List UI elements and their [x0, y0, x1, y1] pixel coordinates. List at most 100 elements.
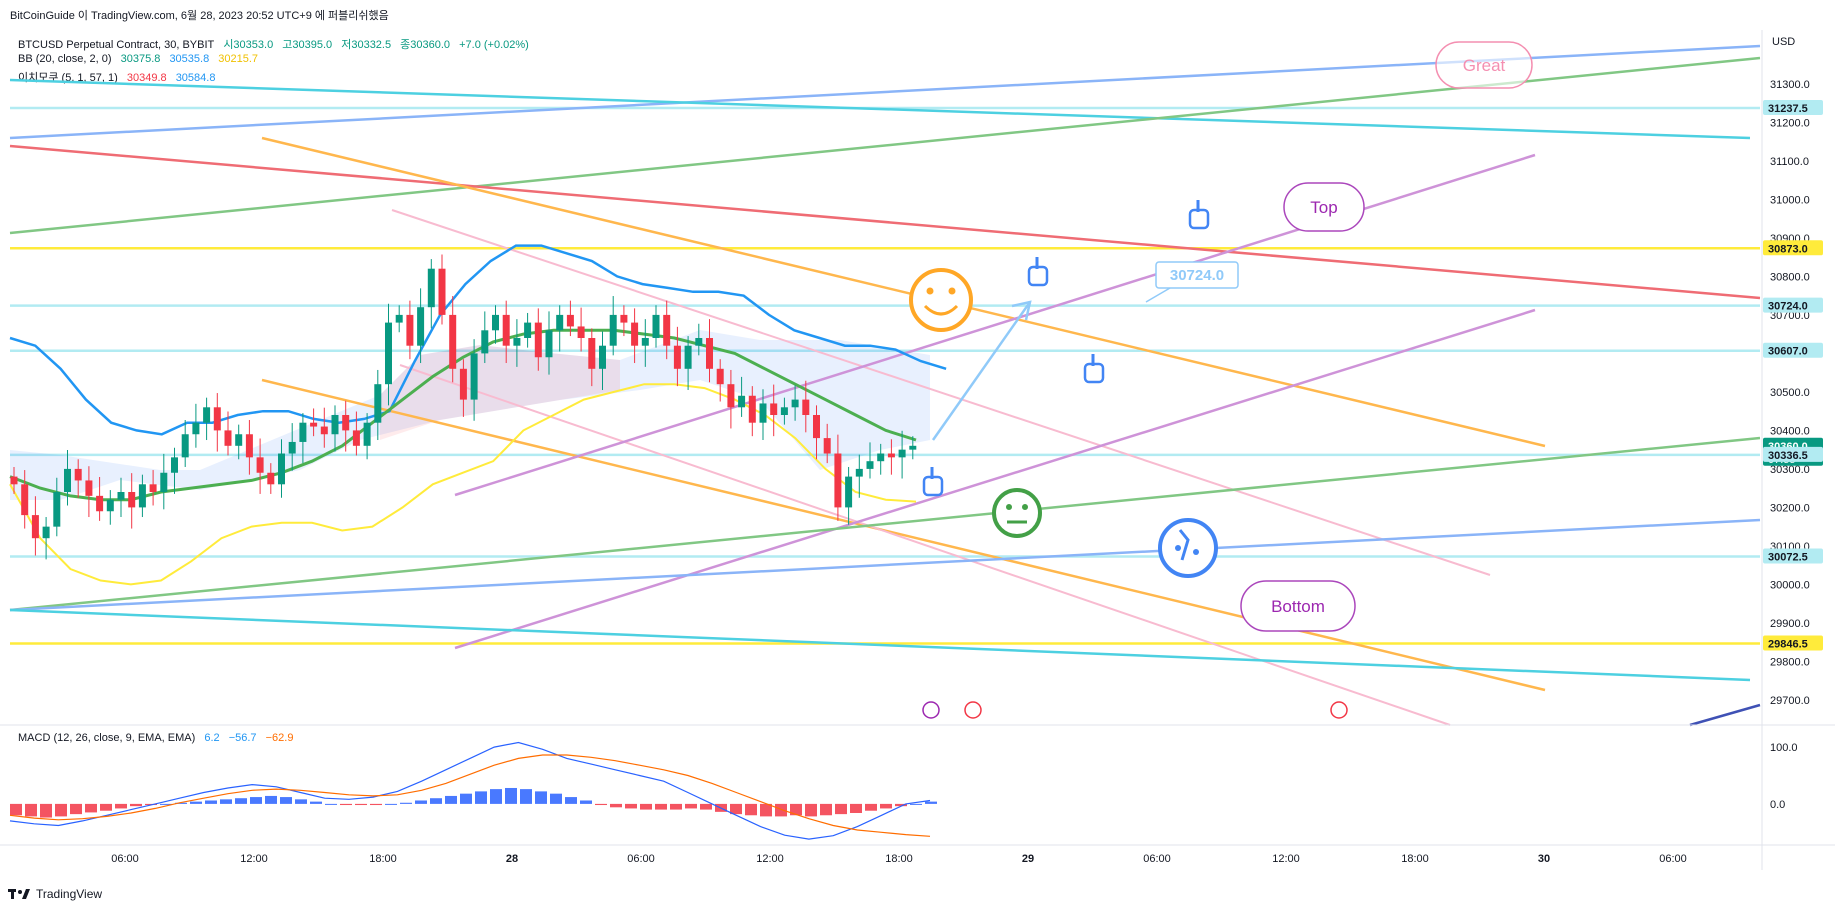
trend-line-teal-lower [9, 608, 1751, 682]
footer-brand: TradingView [36, 887, 103, 901]
candle-body [887, 453, 895, 458]
macd-histogram-bar [745, 803, 757, 816]
candle-body [566, 314, 574, 327]
candle-body [53, 492, 61, 527]
macd-y-tick-label: 0.0 [1770, 799, 1785, 811]
neutral-face-icon [992, 488, 1042, 538]
candle-body [331, 415, 339, 435]
price-label-box [1763, 635, 1823, 651]
macd-histogram-bar [220, 799, 232, 804]
ichimoku-value-a: 30349.8 [126, 72, 167, 84]
macd-histogram-bar [355, 803, 367, 806]
candle-body [748, 395, 756, 423]
y-tick-label: 29700.0 [1770, 695, 1810, 707]
price-note-text: 30724.0 [1170, 267, 1224, 284]
candle-body [374, 384, 382, 423]
macd-name[interactable]: MACD (12, 26, close, 9, EMA, EMA) [18, 732, 196, 744]
macd-value: 6.2 [204, 732, 220, 744]
price-label: 31237.5 [1768, 103, 1808, 115]
trend-line-purple-upper [454, 153, 1536, 497]
macd-histogram-bar [760, 803, 772, 817]
macd-histogram-bar [70, 803, 82, 815]
tradingview-logo[interactable]: TradingView [8, 887, 102, 901]
y-tick-label: 30500.0 [1770, 387, 1810, 399]
candle-body [738, 395, 746, 408]
us-flag-event-icon [964, 701, 982, 719]
candle-body [577, 326, 585, 338]
macd-histogram-bar [835, 803, 847, 815]
price-label: 29846.5 [1768, 638, 1808, 650]
candle-body [866, 461, 874, 469]
x-tick-label: 28 [506, 853, 518, 865]
publish-caption: BitCoinGuide 이 TradingView.com, 6월 28, 2… [10, 10, 389, 22]
bb-lower-value: 30215.7 [218, 53, 259, 65]
pointer-hand-icon [1027, 265, 1049, 287]
macd-histogram-bar [10, 803, 22, 816]
x-tick-label: 12:00 [240, 853, 268, 865]
candle-body [599, 345, 606, 369]
candle-body [791, 399, 799, 408]
macd-histogram-bar [850, 803, 862, 813]
bb-basis-value: 30375.8 [120, 53, 161, 65]
candle-body [609, 314, 617, 346]
histogram-value: −62.9 [265, 732, 294, 744]
macd-histogram-bar [520, 789, 532, 804]
top-callout-text: Top [1310, 198, 1337, 217]
macd-histogram-bar [775, 803, 787, 817]
candle-body [877, 453, 885, 462]
candle-body [716, 368, 724, 385]
price-label: 30873.0 [1768, 243, 1808, 255]
candle-body [96, 495, 104, 512]
price-label-box [1763, 297, 1823, 313]
tradingview-logo-icon [8, 889, 30, 899]
macd-y-tick-label: 100.0 [1770, 742, 1798, 754]
macd-histogram-bar [535, 791, 547, 804]
macd-histogram-bar [400, 802, 412, 804]
candle-body [342, 415, 350, 431]
ichimoku-value-b: 30584.8 [175, 72, 216, 84]
trend-line-teal-upper [9, 78, 1751, 140]
candle-body [663, 314, 671, 346]
macd-histogram-bar [895, 803, 907, 807]
trend-line-blue-lower [9, 518, 1761, 612]
macd-histogram-bar [325, 803, 337, 805]
macd-histogram-bar [190, 801, 202, 804]
macd-legend: MACD (12, 26, close, 9, EMA, EMA) 6.2 −5… [18, 732, 299, 744]
trend-line-purple-lower [454, 308, 1536, 650]
macd-histogram-bar [595, 803, 607, 806]
bottom-callout-text: Bottom [1271, 597, 1325, 616]
candle-body [42, 526, 50, 539]
macd-histogram-bar [160, 803, 172, 805]
great-callout-text: Great [1463, 56, 1506, 75]
candle-body [684, 345, 692, 369]
candle-body [706, 338, 713, 369]
candle-body [780, 407, 788, 415]
macd-histogram-bar [820, 803, 832, 816]
candle-body [641, 338, 649, 346]
candle-body [138, 484, 146, 508]
change-value: +7.0 (+0.02%) [459, 39, 529, 51]
candle-body [299, 422, 307, 442]
price-note-pointer [1145, 287, 1171, 303]
bb-name[interactable]: BB (20, close, 2, 0) [18, 53, 112, 65]
close-value: 종30360.0 [400, 39, 451, 51]
symbol-name[interactable]: BTCUSD Perpetual Contract, 30, BYBIT [18, 39, 215, 51]
great-callout-bubble [1435, 41, 1533, 89]
candle-body [620, 314, 628, 323]
candle-body [406, 314, 414, 346]
y-tick-label: 30000.0 [1770, 579, 1810, 591]
trend-line-navy [1689, 703, 1761, 727]
candle-body [128, 492, 136, 508]
x-tick-label: 06:00 [1143, 853, 1171, 865]
candle-body [855, 468, 863, 477]
signal-value: −56.7 [228, 732, 257, 744]
candle-body [588, 338, 596, 369]
y-tick-label: 29900.0 [1770, 618, 1810, 630]
x-tick-label: 06:00 [627, 853, 655, 865]
candle-body [492, 314, 499, 331]
macd-histogram-bar [40, 803, 52, 818]
candle-body [278, 453, 285, 485]
macd-histogram-bar [415, 800, 427, 804]
y-tick-label: 30700.0 [1770, 310, 1810, 322]
